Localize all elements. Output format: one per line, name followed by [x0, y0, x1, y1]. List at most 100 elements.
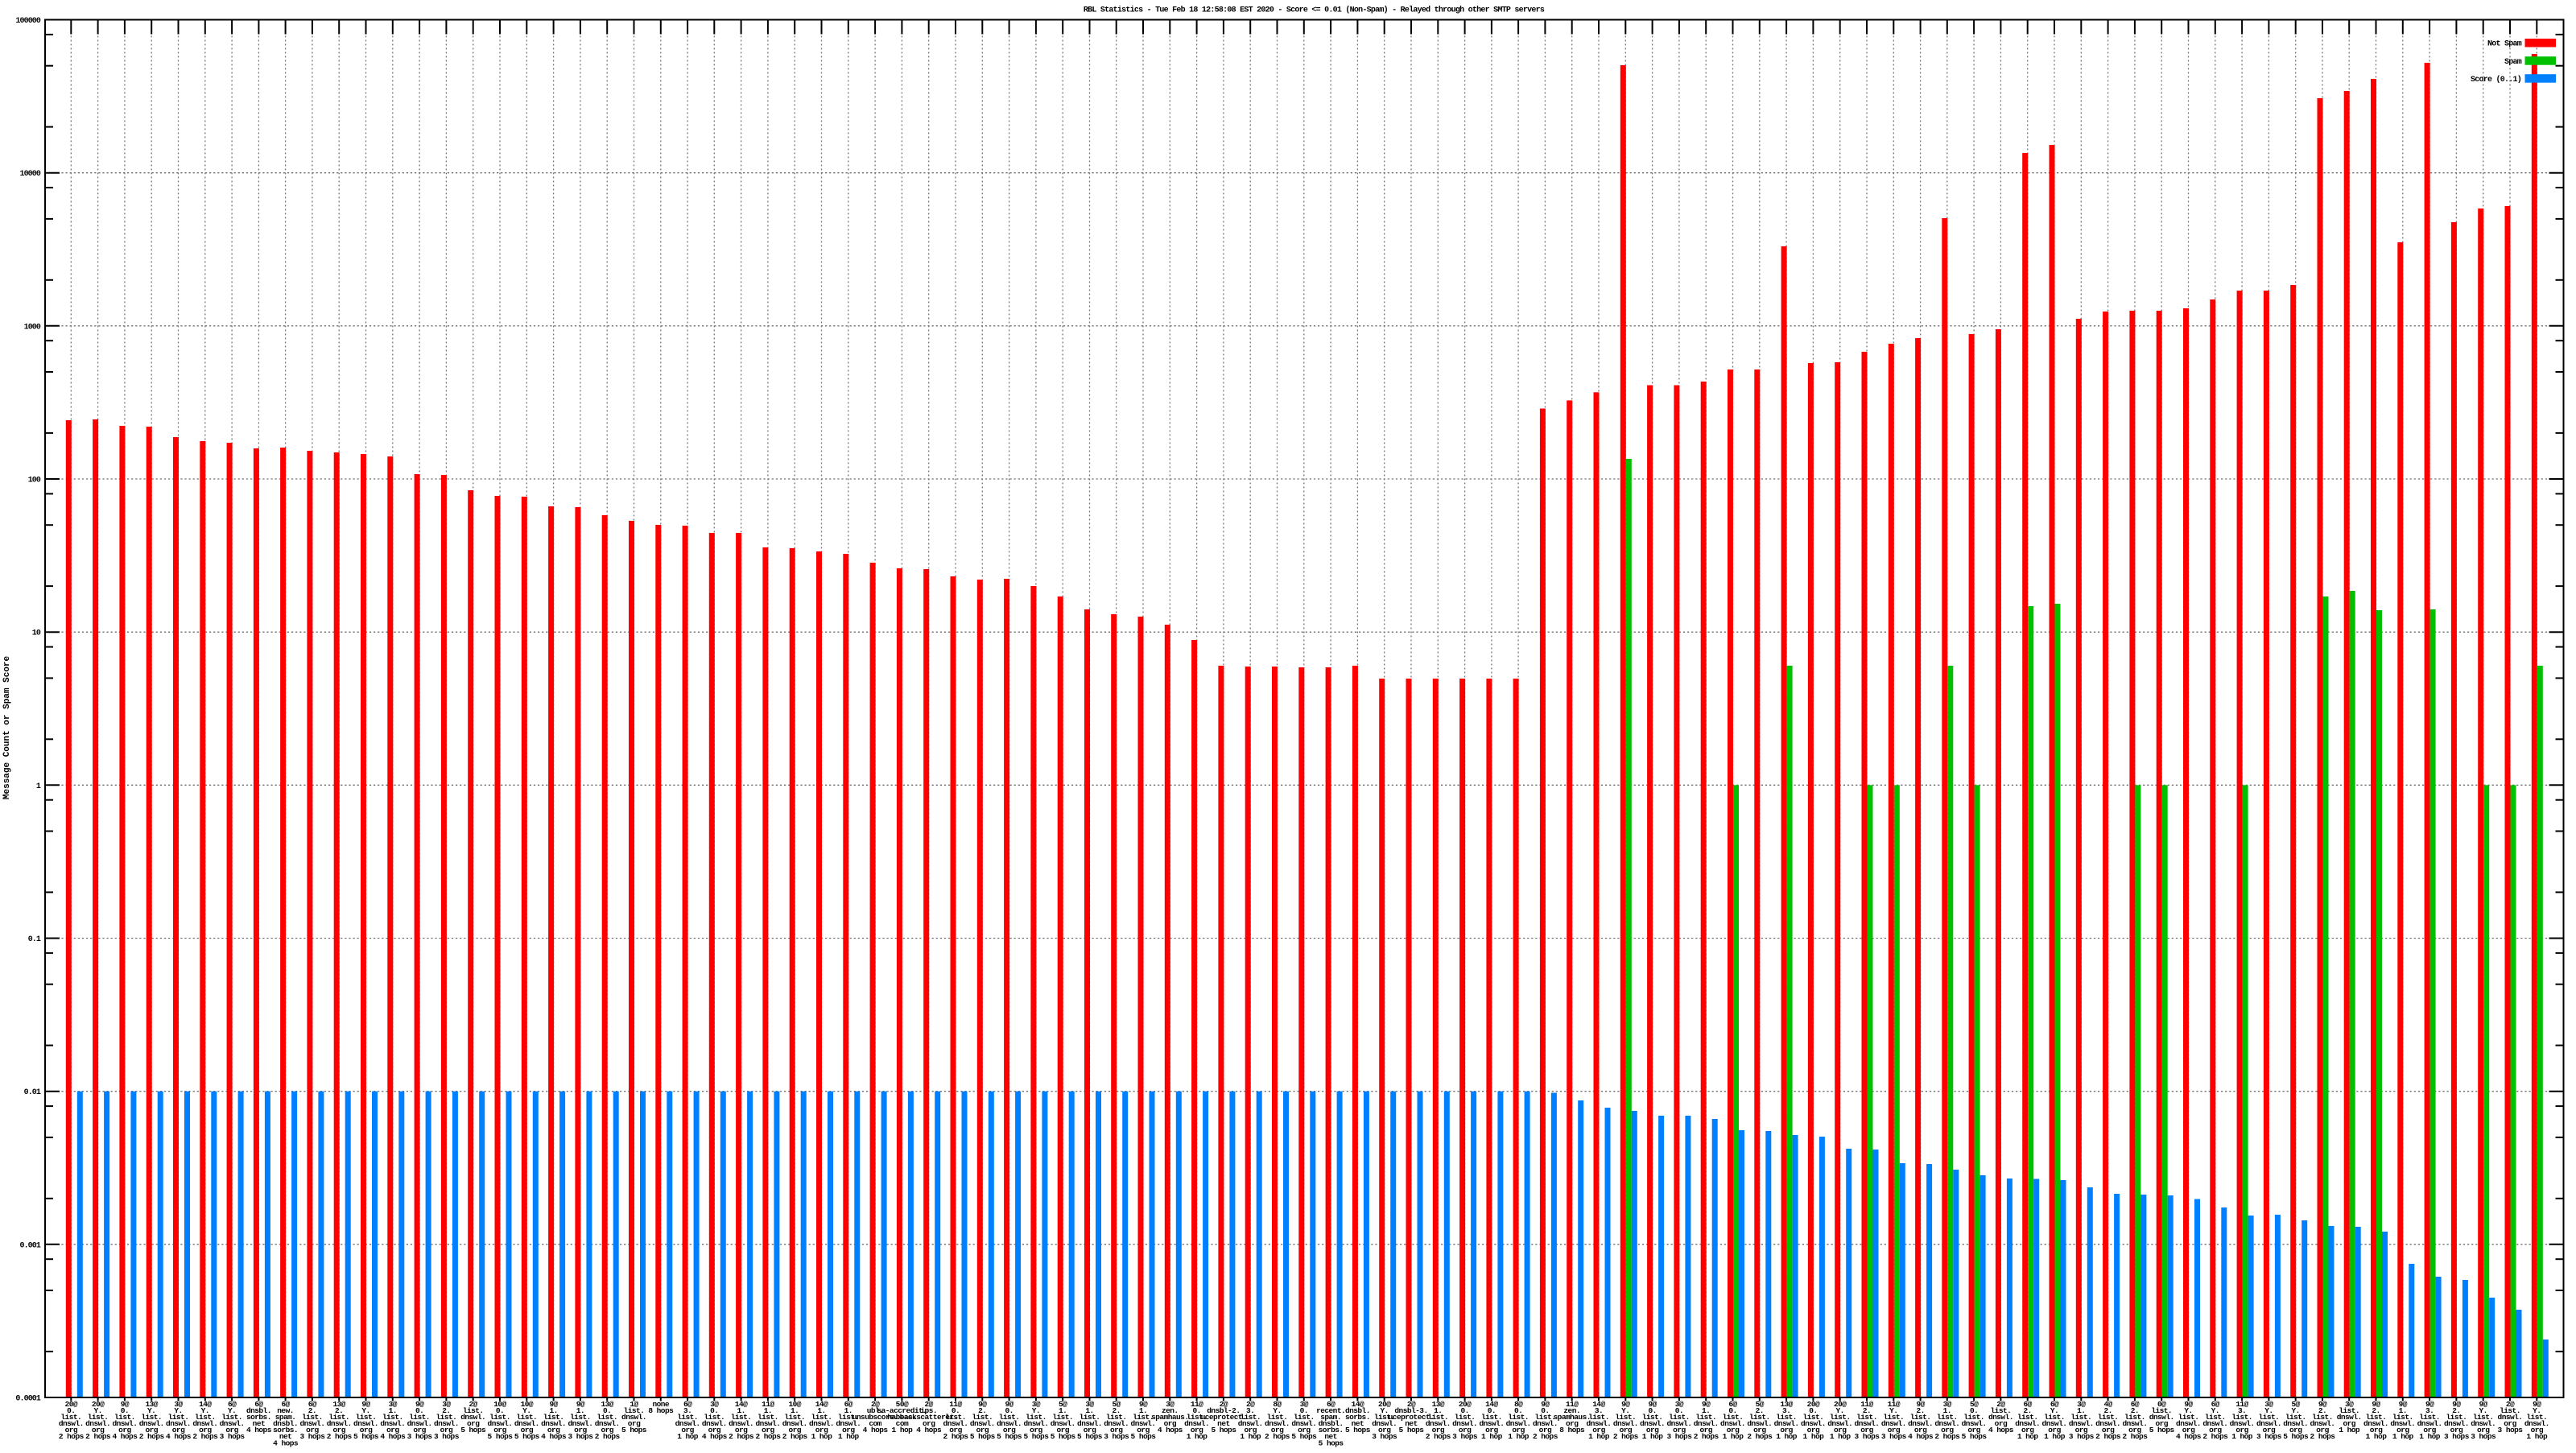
svg-text:org: org: [2209, 1426, 2222, 1434]
svg-text:3 hops: 3 hops: [299, 1432, 325, 1441]
svg-text:5 hops: 5 hops: [1962, 1432, 1988, 1441]
svg-text:1 hop: 1 hop: [1776, 1432, 1798, 1441]
svg-text:org: org: [145, 1426, 158, 1434]
svg-text:2.: 2.: [442, 1406, 450, 1415]
svg-text:list.: list.: [1588, 1413, 1609, 1422]
svg-text:2 hops: 2 hops: [2310, 1432, 2336, 1441]
svg-text:2 hops: 2 hops: [729, 1432, 754, 1441]
svg-text:org: org: [1459, 1426, 1472, 1434]
svg-text:org: org: [708, 1426, 721, 1434]
svg-text:0.0001: 0.0001: [15, 1395, 41, 1404]
svg-text:dnswl.: dnswl.: [675, 1419, 700, 1428]
svg-text:3@: 3@: [2077, 1400, 2086, 1409]
svg-text:9@: 9@: [549, 1400, 558, 1409]
svg-text:0.: 0.: [1514, 1406, 1522, 1415]
svg-text:Message Count or Spam Score: Message Count or Spam Score: [2, 655, 12, 799]
svg-text:5 hops: 5 hops: [997, 1432, 1022, 1441]
svg-text:list.: list.: [141, 1413, 162, 1422]
svg-text:org: org: [1620, 1426, 1633, 1434]
svg-text:dnswl.: dnswl.: [192, 1419, 217, 1428]
svg-text:5 hops: 5 hops: [1077, 1432, 1103, 1441]
svg-text:8 hops: 8 hops: [648, 1406, 674, 1415]
svg-text:9@: 9@: [1648, 1400, 1657, 1409]
svg-text:14@: 14@: [815, 1400, 828, 1409]
svg-text:dnswl.: dnswl.: [943, 1419, 968, 1428]
svg-text:3 hops: 3 hops: [1855, 1432, 1880, 1441]
svg-text:1.: 1.: [576, 1406, 584, 1415]
svg-text:20@: 20@: [1459, 1400, 1472, 1409]
svg-text:org: org: [521, 1426, 534, 1434]
svg-text:dnswl.: dnswl.: [970, 1419, 995, 1428]
svg-text:dnswl.: dnswl.: [2471, 1419, 2496, 1428]
svg-text:2@: 2@: [1407, 1400, 1416, 1409]
svg-text:org: org: [1807, 1426, 1820, 1434]
svg-text:0.1: 0.1: [28, 935, 41, 944]
svg-text:1 hop: 1 hop: [1508, 1432, 1530, 1441]
svg-text:11@: 11@: [1888, 1400, 1901, 1409]
svg-text:13@: 13@: [1780, 1400, 1793, 1409]
svg-text:dnswl.: dnswl.: [1855, 1419, 1880, 1428]
svg-text:2@: 2@: [1220, 1400, 1228, 1409]
svg-text:dnswl.: dnswl.: [2230, 1419, 2255, 1428]
svg-text:9@: 9@: [1139, 1400, 1148, 1409]
svg-text:list.: list.: [302, 1413, 323, 1422]
svg-text:0.: 0.: [1300, 1406, 1308, 1415]
svg-text:14@: 14@: [735, 1400, 748, 1409]
svg-text:net: net: [1217, 1419, 1229, 1428]
svg-text:spam.: spam.: [275, 1413, 296, 1422]
svg-text:dnswl.: dnswl.: [1265, 1419, 1290, 1428]
svg-text:9@: 9@: [2399, 1400, 2408, 1409]
svg-text:dnswl.: dnswl.: [460, 1413, 485, 1422]
svg-text:Y.: Y.: [522, 1406, 530, 1415]
svg-text:org: org: [762, 1426, 774, 1434]
svg-text:1 hop: 1 hop: [2392, 1432, 2414, 1441]
svg-text:dnswl.: dnswl.: [139, 1419, 164, 1428]
svg-text:4 hops: 4 hops: [1988, 1426, 2014, 1434]
svg-text:8 hops: 8 hops: [1559, 1426, 1585, 1434]
svg-text:2 hops: 2 hops: [1265, 1432, 1290, 1441]
svg-text:2@: 2@: [1996, 1400, 2005, 1409]
svg-text:14@: 14@: [199, 1400, 212, 1409]
svg-text:org: org: [1941, 1426, 1954, 1434]
svg-text:3@: 3@: [1166, 1400, 1174, 1409]
svg-text:2 hops: 2 hops: [192, 1432, 218, 1441]
svg-text:9@: 9@: [1541, 1400, 1550, 1409]
svg-text:13@: 13@: [145, 1400, 158, 1409]
svg-text:dnswl.: dnswl.: [1827, 1419, 1852, 1428]
svg-text:11@: 11@: [949, 1400, 962, 1409]
svg-text:20@: 20@: [1378, 1400, 1391, 1409]
svg-text:list.: list.: [1374, 1413, 1395, 1422]
svg-text:sorbs.: sorbs.: [273, 1426, 298, 1434]
svg-text:org: org: [2531, 1426, 2544, 1434]
svg-text:9@: 9@: [361, 1400, 370, 1409]
svg-text:0.01: 0.01: [24, 1088, 41, 1097]
svg-text:net: net: [279, 1432, 291, 1441]
svg-text:4 hops: 4 hops: [246, 1426, 272, 1434]
svg-text:dnswl.: dnswl.: [1720, 1419, 1745, 1428]
svg-text:list.: list.: [60, 1413, 81, 1422]
svg-text:spamhaus.: spamhaus.: [1151, 1413, 1188, 1422]
svg-text:0.: 0.: [496, 1406, 504, 1415]
svg-text:list.: list.: [1910, 1413, 1931, 1422]
svg-text:2@: 2@: [1246, 1400, 1255, 1409]
svg-text:1.: 1.: [1059, 1406, 1067, 1415]
svg-text:2 hops: 2 hops: [2095, 1432, 2121, 1441]
svg-text:org: org: [92, 1426, 105, 1434]
svg-text:10000: 10000: [19, 170, 40, 179]
svg-text:dnswl.: dnswl.: [1962, 1419, 1987, 1428]
svg-text:dnswl.: dnswl.: [85, 1419, 110, 1428]
svg-text:2 hops: 2 hops: [1694, 1432, 1719, 1441]
svg-text:list.: list.: [2285, 1413, 2306, 1422]
svg-text:list.: list.: [1723, 1413, 1744, 1422]
svg-text:13@: 13@: [332, 1400, 345, 1409]
svg-text:4 hops: 4 hops: [1158, 1426, 1183, 1434]
svg-text:3@: 3@: [2345, 1400, 2354, 1409]
svg-text:org: org: [1164, 1419, 1177, 1428]
svg-text:100000: 100000: [15, 17, 41, 26]
svg-text:20@: 20@: [92, 1400, 105, 1409]
svg-text:9@: 9@: [978, 1400, 987, 1409]
svg-text:Y.: Y.: [1273, 1406, 1281, 1415]
svg-text:2@: 2@: [871, 1400, 880, 1409]
svg-text:Y.: Y.: [93, 1406, 101, 1415]
svg-text:6@: 6@: [683, 1400, 692, 1409]
